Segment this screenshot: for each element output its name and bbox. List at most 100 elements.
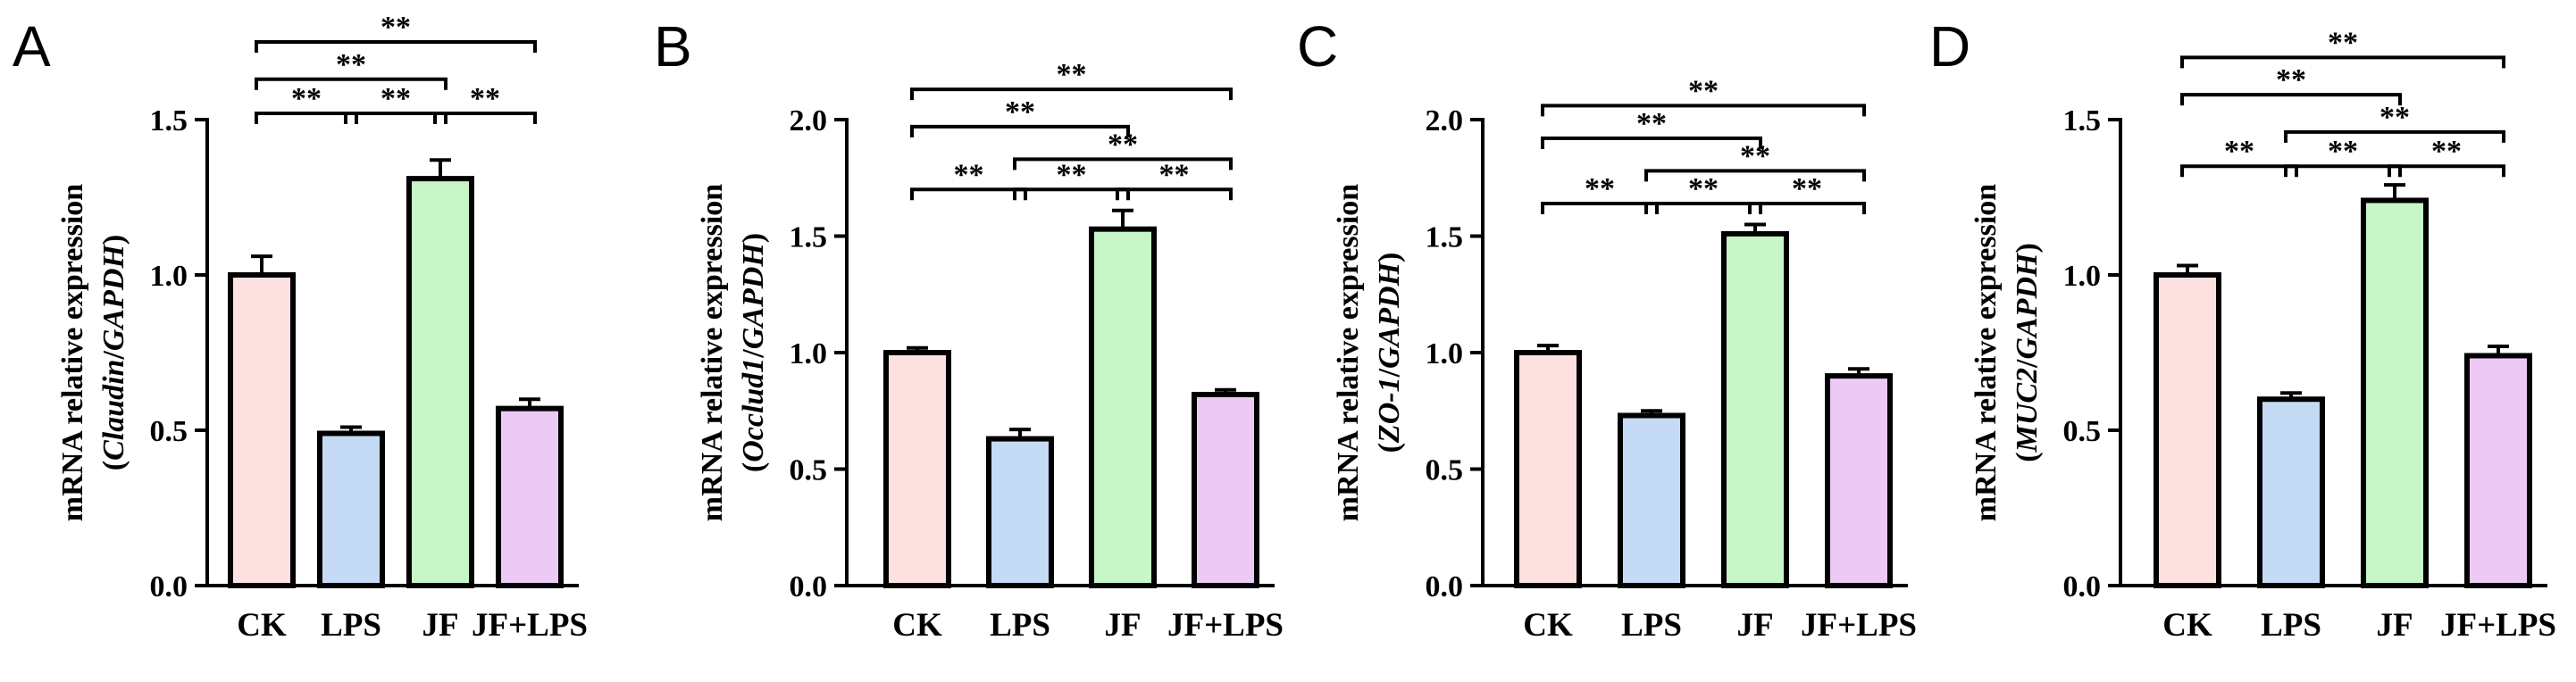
bar-lps bbox=[317, 430, 385, 589]
bar-jf-lps bbox=[496, 405, 564, 589]
panel-letter: B bbox=[654, 14, 692, 79]
category-label: JF+LPS bbox=[1801, 607, 1917, 644]
significance-bracket bbox=[2284, 129, 2505, 143]
bar-ck bbox=[883, 350, 951, 588]
significance-bracket bbox=[255, 40, 537, 53]
y-tick-label: 1.0 bbox=[150, 260, 188, 293]
category-label: JF bbox=[1104, 607, 1141, 644]
significance-bracket bbox=[255, 77, 447, 90]
significance-bracket bbox=[2180, 55, 2505, 69]
category-label: CK bbox=[892, 607, 942, 644]
bar-jf-lps bbox=[1192, 391, 1259, 589]
significance-bracket bbox=[1541, 136, 1762, 149]
bar-jf bbox=[406, 176, 474, 588]
significance-stars: ** bbox=[1108, 128, 1138, 161]
significance-stars: ** bbox=[954, 158, 984, 191]
significance-stars: ** bbox=[1636, 107, 1667, 140]
significance-bracket bbox=[2284, 164, 2402, 178]
y-tick-label: 1.0 bbox=[790, 337, 828, 370]
y-axis-label-line1: mRNA relative expression bbox=[56, 184, 89, 521]
significance-stars: ** bbox=[1057, 58, 1087, 91]
bar-lps bbox=[1618, 412, 1685, 588]
panel-letter: C bbox=[1297, 14, 1338, 79]
category-label: JF bbox=[2376, 607, 2413, 644]
y-tick-label: 1.5 bbox=[790, 221, 828, 254]
category-label: JF+LPS bbox=[2440, 607, 2556, 644]
y-tick-label: 1.5 bbox=[1426, 221, 1464, 254]
significance-stars: ** bbox=[2224, 135, 2254, 168]
y-axis-label-suffix: ) bbox=[2011, 243, 2044, 253]
significance-bracket bbox=[255, 112, 358, 125]
significance-bracket bbox=[910, 187, 1027, 201]
panel-letter: D bbox=[1929, 14, 1970, 79]
significance-stars: ** bbox=[381, 82, 411, 115]
significance-stars: ** bbox=[1688, 172, 1719, 205]
significance-bracket bbox=[1541, 201, 1659, 214]
y-tick-label: 2.0 bbox=[1426, 104, 1464, 137]
y-axis-label-line1: mRNA relative expression bbox=[1970, 184, 2003, 521]
significance-bracket bbox=[2388, 164, 2505, 178]
significance-stars: ** bbox=[1005, 96, 1035, 129]
y-axis-label-mid: / bbox=[737, 349, 770, 359]
y-axis-label-mid: / bbox=[1373, 368, 1406, 378]
category-label: JF+LPS bbox=[472, 607, 588, 644]
y-tick-label: 1.5 bbox=[2063, 104, 2102, 137]
y-tick-label: 0.0 bbox=[790, 570, 828, 603]
y-axis-label-line2: (ZO-1/GAPDH) bbox=[1373, 253, 1406, 453]
y-axis-label-gene: MUC2 bbox=[2011, 368, 2044, 453]
y-tick-label: 0.5 bbox=[1426, 454, 1464, 487]
y-axis-label-suffix: ) bbox=[97, 235, 130, 245]
y-tick-label: 2.0 bbox=[790, 104, 828, 137]
category-label: JF+LPS bbox=[1167, 607, 1284, 644]
y-axis-label-line2: (Claudin/GAPDH) bbox=[97, 235, 130, 471]
category-label: CK bbox=[2162, 607, 2212, 644]
y-axis-label-prefix: ( bbox=[97, 461, 130, 470]
bar-ck bbox=[1514, 350, 1582, 588]
significance-stars: ** bbox=[291, 82, 322, 115]
y-axis-label-mid: / bbox=[2011, 359, 2044, 369]
significance-bracket bbox=[433, 112, 537, 125]
bar-ck bbox=[2154, 272, 2221, 588]
category-label: JF bbox=[1736, 607, 1773, 644]
significance-stars: ** bbox=[2431, 135, 2462, 168]
significance-bracket bbox=[1013, 187, 1130, 201]
significance-stars: ** bbox=[1740, 139, 1770, 172]
significance-stars: ** bbox=[2328, 135, 2358, 168]
significance-bracket bbox=[1541, 104, 1866, 117]
significance-stars: ** bbox=[2379, 101, 2410, 134]
bar-ck bbox=[228, 272, 296, 588]
y-axis-label-line2: (MUC2/GAPDH) bbox=[2011, 243, 2044, 462]
category-label: LPS bbox=[1621, 607, 1682, 644]
significance-stars: ** bbox=[1688, 74, 1719, 107]
significance-stars: ** bbox=[2276, 63, 2306, 96]
significance-stars: ** bbox=[1057, 158, 1087, 191]
y-axis-label-prefix: ( bbox=[1373, 443, 1406, 453]
y-tick-label: 0.0 bbox=[1426, 570, 1464, 603]
bar-jf bbox=[2361, 197, 2429, 588]
y-axis-label-line2: (Occlud1/GAPDH) bbox=[737, 233, 770, 472]
bar-jf bbox=[1721, 230, 1789, 588]
significance-bracket bbox=[2180, 93, 2402, 106]
significance-bracket bbox=[1644, 201, 1762, 214]
significance-bracket bbox=[344, 112, 447, 125]
bar-jf bbox=[1089, 226, 1157, 588]
y-tick-label: 1.5 bbox=[150, 104, 188, 137]
y-axis-label-suffix: ) bbox=[737, 233, 770, 243]
y-axis-label-ref: GAPDH bbox=[2011, 252, 2044, 360]
significance-stars: ** bbox=[1159, 158, 1190, 191]
y-axis-label-ref: GAPDH bbox=[737, 242, 770, 350]
y-axis-label-gene: ZO-1 bbox=[1373, 377, 1406, 444]
y-tick-label: 1.0 bbox=[2063, 260, 2102, 293]
bar-jf-lps bbox=[1825, 373, 1893, 588]
y-axis-label-gene: Claudin bbox=[97, 360, 130, 461]
y-axis-label-line1: mRNA relative expression bbox=[696, 184, 729, 521]
significance-bracket bbox=[910, 87, 1233, 101]
category-label: LPS bbox=[2261, 607, 2321, 644]
significance-bracket bbox=[1748, 201, 1866, 214]
category-label: JF bbox=[422, 607, 458, 644]
y-axis-label-ref: GAPDH bbox=[97, 244, 130, 352]
y-axis-label-mid: / bbox=[97, 351, 130, 361]
y-axis-label-suffix: ) bbox=[1373, 253, 1406, 262]
y-tick-label: 0.5 bbox=[2063, 415, 2102, 448]
